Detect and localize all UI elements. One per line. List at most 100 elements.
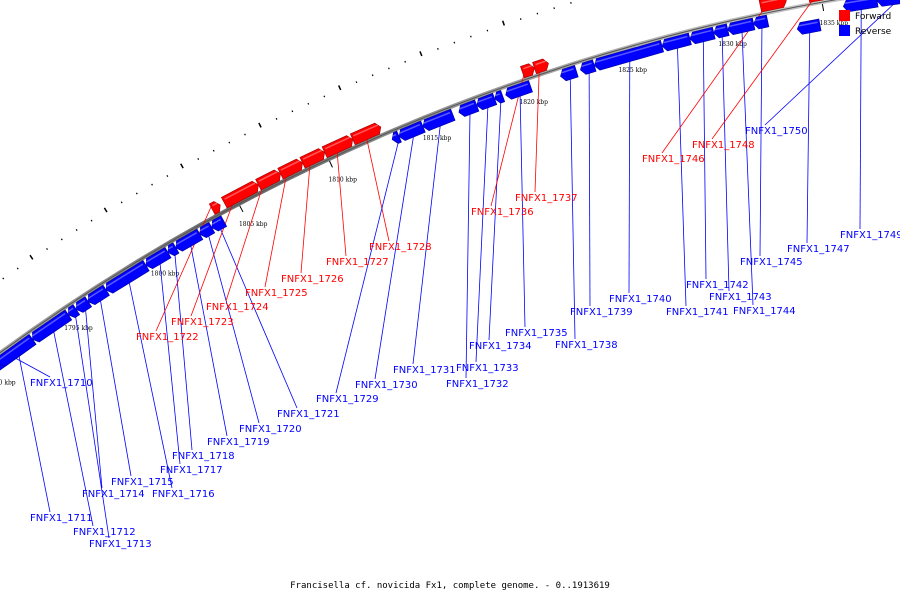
gene-label-fnfx1-1723[interactable]: FNFX1_1723	[171, 317, 234, 328]
gene-fnfx1-1737[interactable]	[532, 58, 549, 75]
gene-fnfx1-1735[interactable]	[505, 80, 533, 100]
gene-label-fnfx1-1713[interactable]: FNFX1_1713	[89, 539, 152, 550]
gene-fnfx1-1747[interactable]	[796, 18, 822, 35]
gene-fnfx1-1723[interactable]	[220, 180, 259, 209]
gene-label-fnfx1-1710[interactable]: FNFX1_1710	[30, 378, 93, 389]
gene-label-fnfx1-1744[interactable]: FNFX1_1744	[733, 306, 796, 317]
gene-highlight	[353, 124, 379, 137]
leader-line	[363, 127, 390, 242]
legend-label-reverse: Reverse	[855, 27, 892, 37]
gene-label-fnfx1-1737[interactable]: FNFX1_1737	[515, 193, 578, 204]
leader-line	[465, 114, 471, 379]
gene-fnfx1-1749[interactable]	[842, 0, 879, 13]
gene-label-fnfx1-1728[interactable]: FNFX1_1728	[369, 242, 432, 253]
gene-fnfx1-1736[interactable]	[520, 63, 535, 79]
outer-tick	[103, 207, 108, 213]
leader-line	[569, 79, 576, 340]
gene-label-fnfx1-1725[interactable]: FNFX1_1725	[245, 288, 308, 299]
gene-label-fnfx1-1742[interactable]: FNFX1_1742	[686, 280, 749, 291]
gene-fnfx1-1728[interactable]	[349, 122, 382, 146]
leader-line	[53, 331, 94, 527]
leader-line	[15, 358, 51, 378]
gene-label-fnfx1-1729[interactable]: FNFX1_1729	[316, 394, 379, 405]
gene-label-fnfx1-1716[interactable]: FNFX1_1716	[152, 489, 215, 500]
gene-label-fnfx1-1720[interactable]: FNFX1_1720	[239, 424, 302, 435]
leader-line	[806, 32, 811, 244]
leader-line	[190, 246, 228, 437]
gene-label-fnfx1-1719[interactable]: FNFX1_1719	[207, 437, 270, 448]
gene-label-fnfx1-1726[interactable]: FNFX1_1726	[281, 274, 344, 285]
outer-tick	[16, 267, 19, 270]
gene-highlight	[105, 263, 144, 288]
gene-label-fnfx1-1740[interactable]: FNFX1_1740	[609, 294, 672, 305]
gene-fnfx1-1745[interactable]	[753, 14, 770, 30]
gene-fnfx1-1725[interactable]	[277, 158, 303, 180]
gene-fnfx1-1727[interactable]	[321, 135, 354, 159]
leader-line	[677, 48, 687, 307]
gene-highlight	[145, 250, 166, 263]
outer-tick	[2, 277, 5, 280]
gene-fnfx1-1722[interactable]	[208, 201, 221, 215]
gene-label-fnfx1-1734[interactable]: FNFX1_1734	[469, 341, 532, 352]
gene-label-fnfx1-1712[interactable]: FNFX1_1712	[73, 527, 136, 538]
leader-line	[335, 140, 347, 257]
gene-label-fnfx1-1722[interactable]: FNFX1_1722	[136, 332, 199, 343]
gene-fnfx1-1731[interactable]	[422, 108, 456, 132]
gene-highlight	[175, 232, 198, 246]
gene-label-fnfx1-1711[interactable]: FNFX1_1711	[30, 513, 93, 524]
gene-labels: FNFX1_1710 FNFX1_1711 FNFX1_1712FNFX1_1713…	[30, 126, 900, 550]
gene-label-fnfx1-1738[interactable]: FNFX1_1738	[555, 340, 618, 351]
backbone-core	[0, 0, 838, 354]
gene-label-fnfx1-1746[interactable]: FNFX1_1746	[642, 154, 705, 165]
genome-backbone	[0, 0, 847, 356]
gene-fnfx1-1746[interactable]	[758, 0, 787, 13]
gene-fnfx1-1726[interactable]	[299, 148, 325, 169]
gene-highlight	[535, 60, 546, 66]
leader-line	[759, 28, 763, 257]
outer-tick	[388, 67, 390, 70]
outer-tick	[29, 254, 34, 260]
scale-tick	[329, 160, 333, 168]
gene-highlight	[399, 123, 421, 134]
outer-tick	[337, 85, 342, 91]
gene-label-fnfx1-1721[interactable]: FNFX1_1721	[277, 409, 340, 420]
outer-tick	[291, 110, 294, 113]
gene-label-fnfx1-1749[interactable]: FNFX1_1749	[840, 230, 900, 241]
gene-fnfx1-1734[interactable]	[494, 90, 506, 104]
gene-label-fnfx1-1743[interactable]: FNFX1_1743	[709, 292, 772, 303]
gene-label-fnfx1-1745[interactable]: FNFX1_1745	[740, 257, 803, 268]
leader-line	[412, 126, 441, 365]
gene-label-fnfx1-1748[interactable]: FNFX1_1748	[692, 140, 755, 151]
gene-label-fnfx1-1741[interactable]: FNFX1_1741	[666, 307, 729, 318]
gene-label-fnfx1-1733[interactable]: FNFX1_1733	[456, 363, 519, 374]
gene-highlight	[523, 65, 532, 70]
leader-line	[764, 4, 894, 126]
gene-label-fnfx1-1747[interactable]: FNFX1_1747	[787, 244, 850, 255]
gene-fnfx1-1721[interactable]	[211, 215, 228, 232]
gene-label-fnfx1-1714[interactable]: FNFX1_1714	[82, 489, 145, 500]
gene-label-fnfx1-1727[interactable]: FNFX1_1727	[326, 257, 389, 268]
gene-label-fnfx1-1724[interactable]: FNFX1_1724	[206, 302, 269, 313]
gene-label-fnfx1-1715[interactable]: FNFX1_1715	[111, 477, 174, 488]
gene-label-fnfx1-1736[interactable]: FNFX1_1736	[471, 207, 534, 218]
gene-label-fnfx1-1739[interactable]: FNFX1_1739	[570, 307, 633, 318]
gene-label-fnfx1-1730[interactable]: FNFX1_1730	[355, 380, 418, 391]
gene-highlight	[595, 43, 660, 63]
gene-label-fnfx1-1750[interactable]: FNFX1_1750	[745, 126, 808, 137]
gene-label-fnfx1-1718[interactable]: FNFX1_1718	[172, 451, 235, 462]
leader-line	[220, 229, 298, 409]
gene-fnfx1-1724[interactable]	[255, 169, 281, 191]
gene-highlight	[199, 225, 210, 232]
gene-label-fnfx1-1735[interactable]: FNFX1_1735	[505, 328, 568, 339]
outer-tick	[46, 248, 48, 251]
gene-fnfx1-1748[interactable]	[807, 0, 836, 3]
map-caption: Francisella cf. novicida Fx1, complete g…	[290, 581, 610, 591]
outer-tick	[228, 141, 231, 144]
label-leader-lines	[15, 0, 894, 539]
gene-fnfx1-1738[interactable]	[560, 65, 579, 82]
gene-label-fnfx1-1717[interactable]: FNFX1_1717	[160, 465, 223, 476]
gene-label-fnfx1-1731[interactable]: FNFX1_1731	[393, 365, 456, 376]
leader-line	[264, 162, 290, 288]
gene-label-fnfx1-1732[interactable]: FNFX1_1732	[446, 379, 509, 390]
gene-fnfx1-1750[interactable]	[876, 0, 900, 7]
